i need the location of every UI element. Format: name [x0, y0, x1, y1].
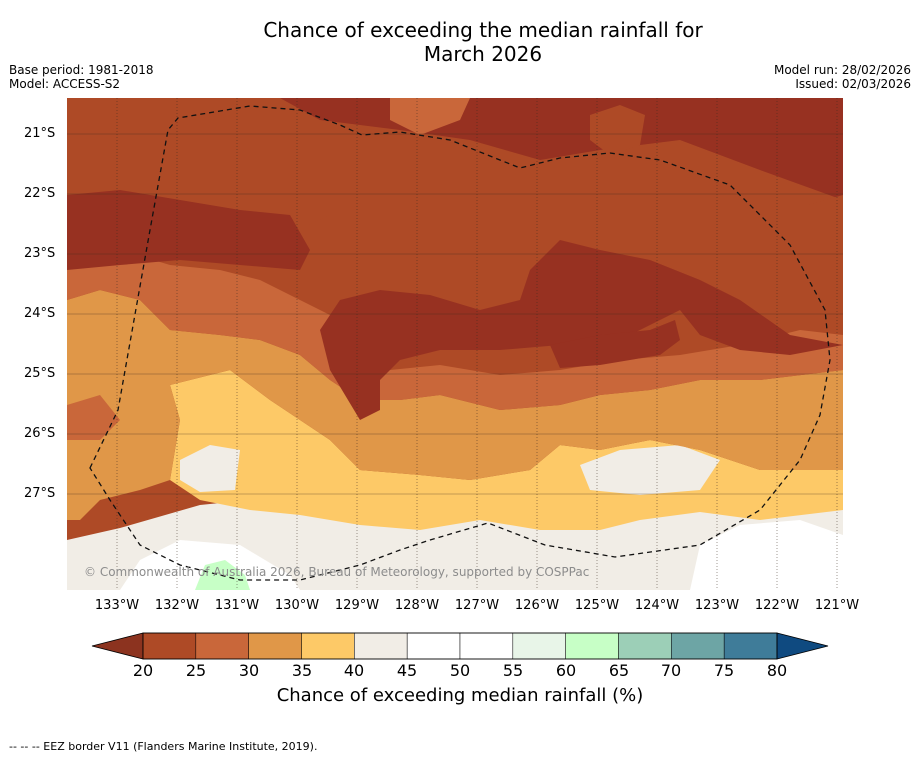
base-period: Base period: 1981-2018 [9, 63, 154, 77]
map-contours [67, 98, 843, 590]
meta-right: Model run: 28/02/2026 Issued: 02/03/2026 [774, 63, 911, 91]
colorbar-box [301, 632, 355, 660]
colorbar-tick: 25 [185, 661, 207, 680]
zone-c20d [308, 215, 342, 250]
lon-label: 133°W [94, 598, 140, 613]
colorbar-tick: 70 [660, 661, 682, 680]
lon-label: 132°W [154, 598, 200, 613]
zone-c20c [806, 195, 843, 235]
copyright-note: © Commonwealth of Australia 2026, Bureau… [84, 565, 590, 579]
lon-label: 126°W [514, 598, 560, 613]
zone-c15b [67, 98, 843, 200]
zone-c15c [67, 190, 310, 270]
colorbar-under [91, 632, 144, 660]
zone-c20b [590, 105, 645, 155]
colorbar-tick: 75 [713, 661, 735, 680]
lon-label: 121°W [814, 598, 860, 613]
colorbar-box [406, 632, 461, 660]
lon-label: 127°W [454, 598, 500, 613]
lat-label: 23°S [24, 246, 56, 261]
colorbar-tick: 35 [291, 661, 313, 680]
colorbar-tick: 45 [396, 661, 418, 680]
zone-c25c [390, 98, 470, 135]
colorbar-box [248, 632, 302, 660]
lat-label: 21°S [24, 126, 56, 141]
lat-label: 26°S [24, 426, 56, 441]
zone-c15d [550, 320, 680, 368]
colorbar-box [512, 632, 566, 660]
map-title: Chance of exceeding the median rainfall … [0, 18, 919, 66]
issued-date: Issued: 02/03/2026 [795, 77, 911, 91]
lon-label: 130°W [274, 598, 320, 613]
lon-label: 129°W [334, 598, 380, 613]
colorbar-tick: 60 [555, 661, 577, 680]
lat-gridlines [67, 133, 843, 495]
colorbar-tick: 30 [238, 661, 260, 680]
colorbar-box [142, 632, 197, 660]
eez-border [89, 105, 831, 581]
colorbar [91, 632, 829, 660]
lon-label: 122°W [754, 598, 800, 613]
model-name: Model: ACCESS-S2 [9, 77, 121, 91]
lat-label: 25°S [24, 366, 56, 381]
colorbar-tick: 20 [132, 661, 154, 680]
eez-footnote: -- -- -- EEZ border V11 (Flanders Marine… [9, 740, 318, 753]
colorbar-box [195, 632, 249, 660]
colorbar-tick: 50 [449, 661, 471, 680]
colorbar-tick: 65 [608, 661, 630, 680]
colorbar-tick: 40 [343, 661, 365, 680]
colorbar-box [354, 632, 408, 660]
meta-left: Base period: 1981-2018 Model: ACCESS-S2 [9, 63, 154, 91]
title-line-2: March 2026 [423, 42, 543, 66]
lon-label: 123°W [694, 598, 740, 613]
title-line-1: Chance of exceeding the median rainfall … [263, 18, 703, 42]
zone-c25 [67, 250, 843, 410]
colorbar-box [723, 632, 778, 660]
lon-gridlines [116, 98, 838, 590]
colorbar-tick: 55 [502, 661, 524, 680]
colorbar-over [776, 632, 829, 660]
colorbar-tick: 80 [766, 661, 788, 680]
zone-c25b [67, 395, 120, 440]
zone-c30 [67, 290, 843, 520]
zone-c40d [580, 445, 720, 495]
zone-c40c [180, 445, 240, 492]
colorbar-box [671, 632, 725, 660]
colorbar-box [565, 632, 619, 660]
lat-label: 27°S [24, 486, 56, 501]
colorbar-box [459, 632, 514, 660]
zone-c45b [690, 520, 843, 590]
lat-label: 22°S [24, 186, 56, 201]
colorbar-box [618, 632, 672, 660]
colorbar-title: Chance of exceeding median rainfall (%) [276, 685, 644, 706]
lat-label: 24°S [24, 306, 56, 321]
model-run: Model run: 28/02/2026 [773, 63, 911, 77]
lon-label: 124°W [634, 598, 680, 613]
lon-label: 125°W [574, 598, 620, 613]
lon-label: 128°W [394, 598, 440, 613]
lon-label: 131°W [214, 598, 260, 613]
